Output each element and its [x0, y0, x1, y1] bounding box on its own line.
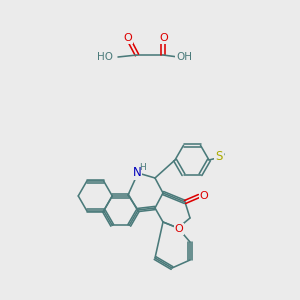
Text: OH: OH [176, 52, 192, 62]
Text: N: N [133, 167, 141, 179]
Text: S: S [215, 151, 223, 164]
Text: H: H [140, 163, 146, 172]
Text: O: O [160, 33, 168, 43]
Text: HO: HO [97, 52, 113, 62]
Text: O: O [175, 224, 183, 234]
Text: O: O [200, 191, 208, 201]
Text: O: O [124, 33, 132, 43]
